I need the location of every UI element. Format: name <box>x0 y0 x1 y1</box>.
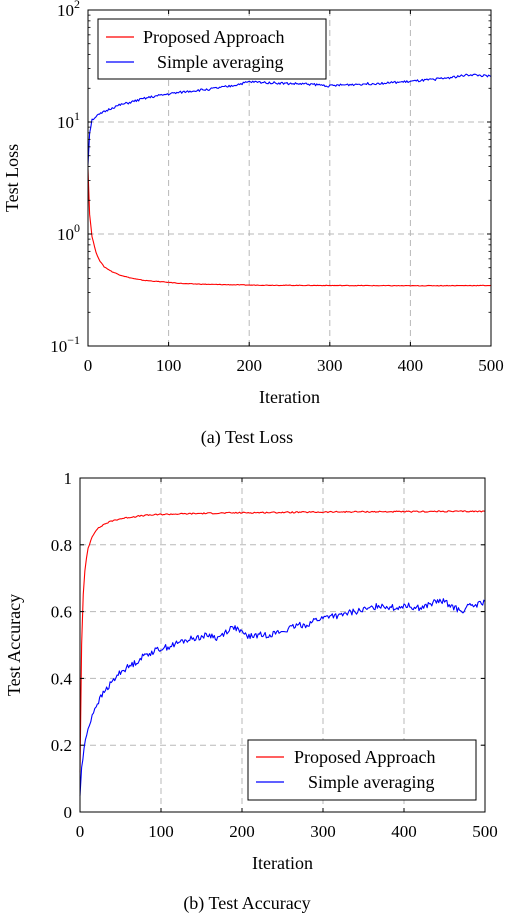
x-tick-label: 500 <box>472 822 498 841</box>
caption-test-loss: (a) Test Loss <box>201 427 293 448</box>
x-axis-label-test-loss: Iteration <box>259 387 320 407</box>
y-axis-label-test-accuracy: Test Accuracy <box>4 594 24 696</box>
x-tick-label: 400 <box>398 356 424 375</box>
series-line-proposed-approach <box>87 169 492 287</box>
plot-frame-test-loss <box>87 9 492 347</box>
y-tick-label: 0.2 <box>51 736 72 755</box>
x-tick-label: 300 <box>310 822 336 841</box>
ticks-test-accuracy: 0 100 200 300 400 500 0 0.2 0.4 0.6 0.8 1 <box>51 469 498 841</box>
x-tick-label: 400 <box>391 822 417 841</box>
y-tick-label: 0.8 <box>51 536 72 555</box>
y-tick-label: 1 <box>64 469 73 488</box>
x-tick-label: 300 <box>317 356 343 375</box>
x-tick-label: 0 <box>76 822 85 841</box>
caption-test-accuracy: (b) Test Accuracy <box>183 893 310 914</box>
legend-box-test-loss <box>97 18 327 80</box>
legend-test-loss: Proposed Approach Simple averaging <box>97 18 327 80</box>
y-tick-label: 101 <box>57 109 80 132</box>
ticks-test-loss: 0 100 200 300 400 500 10−1 100 101 102 <box>50 0 504 375</box>
x-tick-label: 100 <box>156 356 182 375</box>
legend-test-accuracy: Proposed Approach Simple averaging <box>247 739 477 801</box>
x-tick-label: 500 <box>478 356 504 375</box>
chart-test-accuracy: 0 100 200 300 400 500 0 0.2 0.4 0.6 0.8 1 Iteration… <box>4 469 498 914</box>
y-tick-label: 100 <box>57 221 80 244</box>
series-line-simple-averaging <box>87 73 492 165</box>
series-line-simple-averaging <box>79 598 486 796</box>
legend-label-simple-a: Simple averaging <box>157 52 283 72</box>
legend-label-simple-b: Simple averaging <box>308 772 434 792</box>
y-tick-label: 10−1 <box>50 333 80 356</box>
x-tick-label: 100 <box>148 822 174 841</box>
x-tick-label: 200 <box>236 356 262 375</box>
y-tick-label: 0.6 <box>51 603 72 622</box>
y-axis-label-test-loss: Test Loss <box>2 144 22 212</box>
x-tick-label: 0 <box>84 356 93 375</box>
series-line-proposed-approach <box>79 510 486 773</box>
x-tick-label: 200 <box>229 822 255 841</box>
series-test-accuracy <box>79 510 486 796</box>
plot-frame-test-accuracy <box>79 477 486 813</box>
legend-label-proposed-a: Proposed Approach <box>143 27 284 47</box>
y-tick-label: 0 <box>64 803 73 822</box>
y-tick-label: 102 <box>57 0 80 20</box>
y-tick-label: 0.4 <box>51 669 73 688</box>
legend-box-test-accuracy <box>247 739 477 801</box>
legend-label-proposed-b: Proposed Approach <box>294 747 435 767</box>
series-test-loss <box>87 73 492 287</box>
x-axis-label-test-accuracy: Iteration <box>252 853 313 873</box>
